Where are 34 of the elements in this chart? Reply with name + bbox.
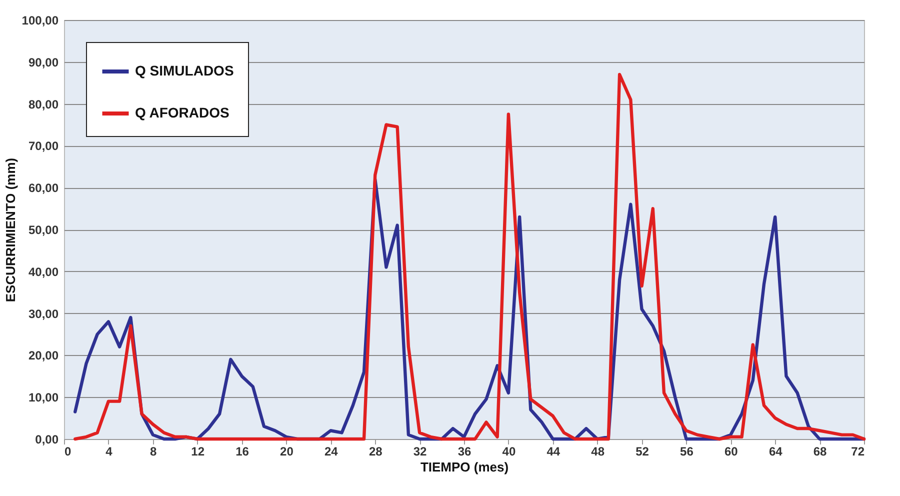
y-tick-label: 0,00 <box>35 432 59 446</box>
x-tick-label: 44 <box>546 444 560 458</box>
legend-label: Q AFORADOS <box>135 104 230 120</box>
y-tick-label: 70,00 <box>28 139 59 154</box>
x-tick-label: 40 <box>502 444 516 458</box>
y-axis-title: ESCURRIMIENTO (mm) <box>2 158 18 302</box>
y-tick-label: 30,00 <box>28 306 59 321</box>
x-tick-label: 16 <box>236 444 250 458</box>
x-tick-label: 4 <box>106 444 113 458</box>
y-tick-label: 20,00 <box>28 348 59 363</box>
x-axis-title: TIEMPO (mes) <box>420 460 509 474</box>
y-tick-label: 60,00 <box>28 181 59 196</box>
x-tick-label: 68 <box>813 444 828 458</box>
x-tick-label: 12 <box>191 444 205 458</box>
y-tick-label: 100,00 <box>22 14 59 28</box>
y-tick-label: 10,00 <box>28 390 59 405</box>
x-tick-label: 0 <box>64 444 72 458</box>
x-tick-label: 64 <box>768 444 783 458</box>
y-tick-label: 50,00 <box>28 223 59 237</box>
x-tick-label: 20 <box>280 444 294 458</box>
y-tick-label: 90,00 <box>28 55 59 70</box>
x-tick-label: 32 <box>413 444 428 458</box>
legend-label: Q SIMULADOS <box>135 62 234 78</box>
x-tick-label: 52 <box>636 444 650 458</box>
x-tick-label: 24 <box>324 444 338 458</box>
x-tick-label: 8 <box>150 444 158 458</box>
x-tick-label: 60 <box>724 444 738 458</box>
x-tick-label: 48 <box>591 444 605 458</box>
y-tick-label: 80,00 <box>28 97 59 112</box>
x-tick-label: 28 <box>368 444 383 458</box>
x-tick-label: 72 <box>851 444 865 458</box>
y-tick-label: 40,00 <box>28 264 59 279</box>
x-tick-label: 36 <box>458 444 472 458</box>
x-tick-label: 56 <box>680 444 694 458</box>
